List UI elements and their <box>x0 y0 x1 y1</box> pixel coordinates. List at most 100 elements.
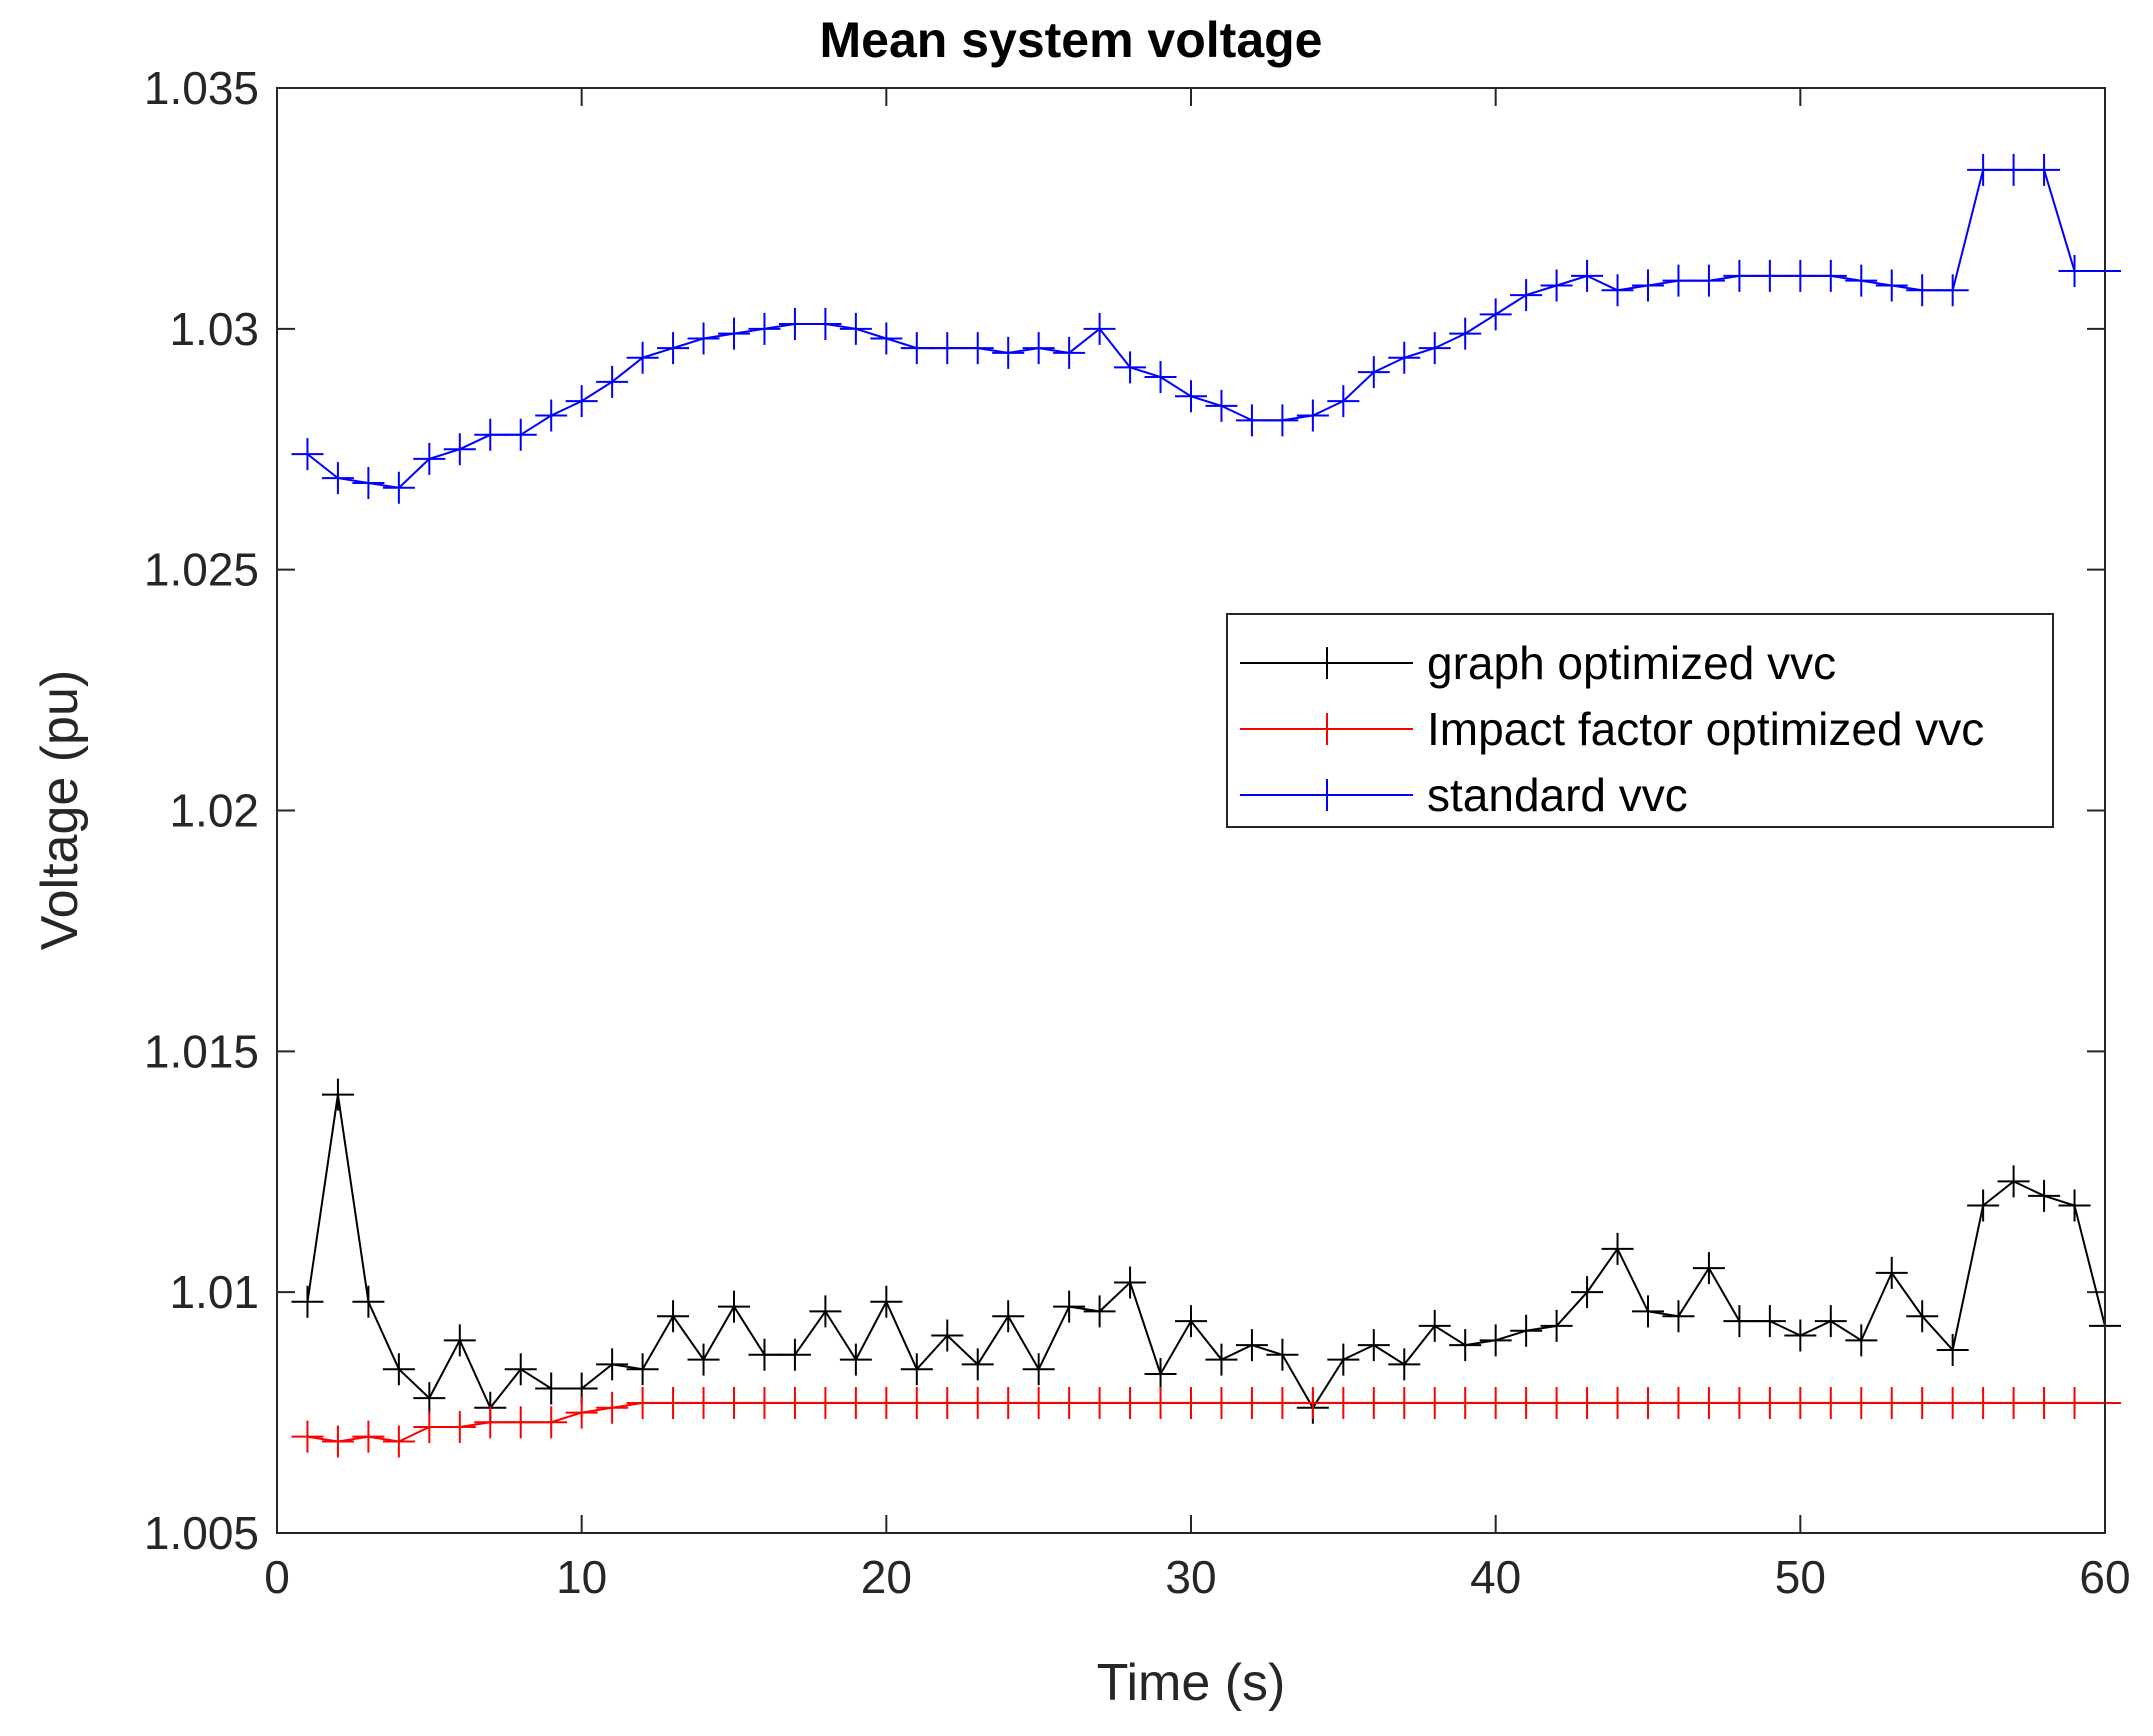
data-point-marker <box>1479 1324 1512 1357</box>
y-tick-label: 1.03 <box>169 303 259 355</box>
data-point-marker <box>839 312 872 345</box>
data-point-marker <box>839 1343 872 1376</box>
data-point-marker <box>778 1338 811 1371</box>
data-point-marker <box>1906 1300 1939 1333</box>
data-point-marker <box>382 1425 415 1458</box>
data-point-marker <box>1083 1386 1116 1419</box>
series-2 <box>291 1386 2121 1458</box>
data-point-marker <box>535 1372 568 1405</box>
data-point-marker <box>1449 1386 1482 1419</box>
data-point-marker <box>1997 1386 2030 1419</box>
data-point-marker <box>1753 1386 1786 1419</box>
data-point-marker <box>1967 1189 2000 1222</box>
data-point-marker <box>992 1386 1025 1419</box>
data-point-marker <box>1540 1309 1573 1342</box>
data-point-marker <box>535 399 568 432</box>
data-point-marker <box>1144 1386 1177 1419</box>
data-point-marker <box>778 1386 811 1419</box>
data-point-marker <box>900 1353 933 1386</box>
legend-marker <box>1311 779 1343 811</box>
data-point-marker <box>1327 1386 1360 1419</box>
data-point-marker <box>931 1319 964 1352</box>
data-point-marker <box>504 418 537 451</box>
axes-box <box>276 87 2106 1534</box>
data-point-marker <box>1601 1386 1634 1419</box>
data-point-marker <box>809 1295 842 1328</box>
data-point-marker <box>596 1391 629 1424</box>
series-line <box>306 1094 2106 1410</box>
data-point-marker <box>291 1420 324 1453</box>
data-point-marker <box>1936 274 1969 307</box>
legend-label: graph optimized vvc <box>1427 637 1836 689</box>
data-point-marker <box>626 1353 659 1386</box>
data-point-marker <box>1540 1386 1573 1419</box>
data-point-marker <box>1784 259 1817 292</box>
data-point-marker <box>870 322 903 355</box>
data-point-marker <box>1601 1232 1634 1265</box>
data-point-marker <box>1601 274 1634 307</box>
data-point-marker <box>1053 336 1086 369</box>
data-point-marker <box>1875 1386 1908 1419</box>
data-point-marker <box>1175 1386 1207 1419</box>
data-point-marker <box>748 1338 781 1371</box>
data-point-marker <box>1144 361 1177 393</box>
data-point-marker <box>1296 1386 1329 1419</box>
data-point-marker <box>291 438 324 471</box>
data-point-marker <box>504 1353 537 1386</box>
data-point-marker <box>1083 312 1116 345</box>
data-point-marker <box>1022 1353 1055 1386</box>
data-point-marker <box>1388 1386 1421 1419</box>
data-point-marker <box>657 1300 690 1333</box>
data-point-marker <box>961 332 994 365</box>
data-point-marker <box>1479 1386 1512 1419</box>
data-point-marker <box>1114 1386 1147 1419</box>
x-tick-label: 50 <box>1775 1551 1826 1603</box>
data-point-marker <box>1997 1165 2030 1198</box>
data-point-marker <box>718 1290 750 1323</box>
data-point-marker <box>291 1285 324 1318</box>
data-point-marker <box>1357 1386 1390 1419</box>
data-point-marker <box>961 1348 994 1381</box>
legend-marker <box>1311 713 1343 745</box>
data-point-marker <box>1632 1386 1664 1419</box>
data-point-marker <box>931 1386 964 1419</box>
data-point-marker <box>1357 356 1390 389</box>
data-point-marker <box>1266 404 1299 437</box>
data-point-marker <box>1723 1386 1756 1419</box>
data-point-marker <box>1632 1295 1664 1328</box>
y-tick-label: 1.01 <box>169 1266 259 1318</box>
data-point-marker <box>413 1411 446 1444</box>
data-point-marker <box>1418 1386 1451 1419</box>
x-tick-label: 0 <box>264 1551 290 1603</box>
data-point-marker <box>1266 1338 1299 1371</box>
data-point-marker <box>1510 1314 1543 1347</box>
chart-title: Mean system voltage <box>820 12 1323 68</box>
data-point-marker <box>1205 1386 1238 1419</box>
data-point-marker <box>2058 1189 2091 1222</box>
data-point-marker <box>809 1386 842 1419</box>
data-point-marker <box>1936 1333 1969 1366</box>
ticks: 0 10 20 30 40 50 60 1.005 1.01 1.015 1.02 1.025 1.03… <box>144 62 2131 1603</box>
data-point-marker <box>443 1411 476 1444</box>
data-point-marker <box>1753 1305 1786 1338</box>
data-point-marker <box>687 1343 720 1376</box>
x-tick-label: 40 <box>1470 1551 1521 1603</box>
y-axis-label: Voltage (pu) <box>31 670 89 950</box>
y-tick-label: 1.005 <box>144 1507 259 1559</box>
legend-label: Impact factor optimized vvc <box>1427 703 1984 755</box>
data-point-marker <box>321 1078 354 1111</box>
data-point-marker <box>1906 274 1939 307</box>
data-point-marker <box>1327 385 1360 418</box>
data-point-marker <box>626 1386 659 1419</box>
series-3 <box>291 153 2121 504</box>
data-point-marker <box>1388 341 1421 374</box>
data-point-marker <box>1692 1252 1725 1285</box>
data-point-marker <box>1540 269 1573 302</box>
data-point-marker <box>1692 264 1725 297</box>
data-point-marker <box>1845 264 1878 297</box>
y-tick-label: 1.035 <box>144 62 259 114</box>
data-point-marker <box>1784 1386 1817 1419</box>
data-point-marker <box>1357 1329 1390 1362</box>
legend-label: standard vvc <box>1427 769 1688 821</box>
